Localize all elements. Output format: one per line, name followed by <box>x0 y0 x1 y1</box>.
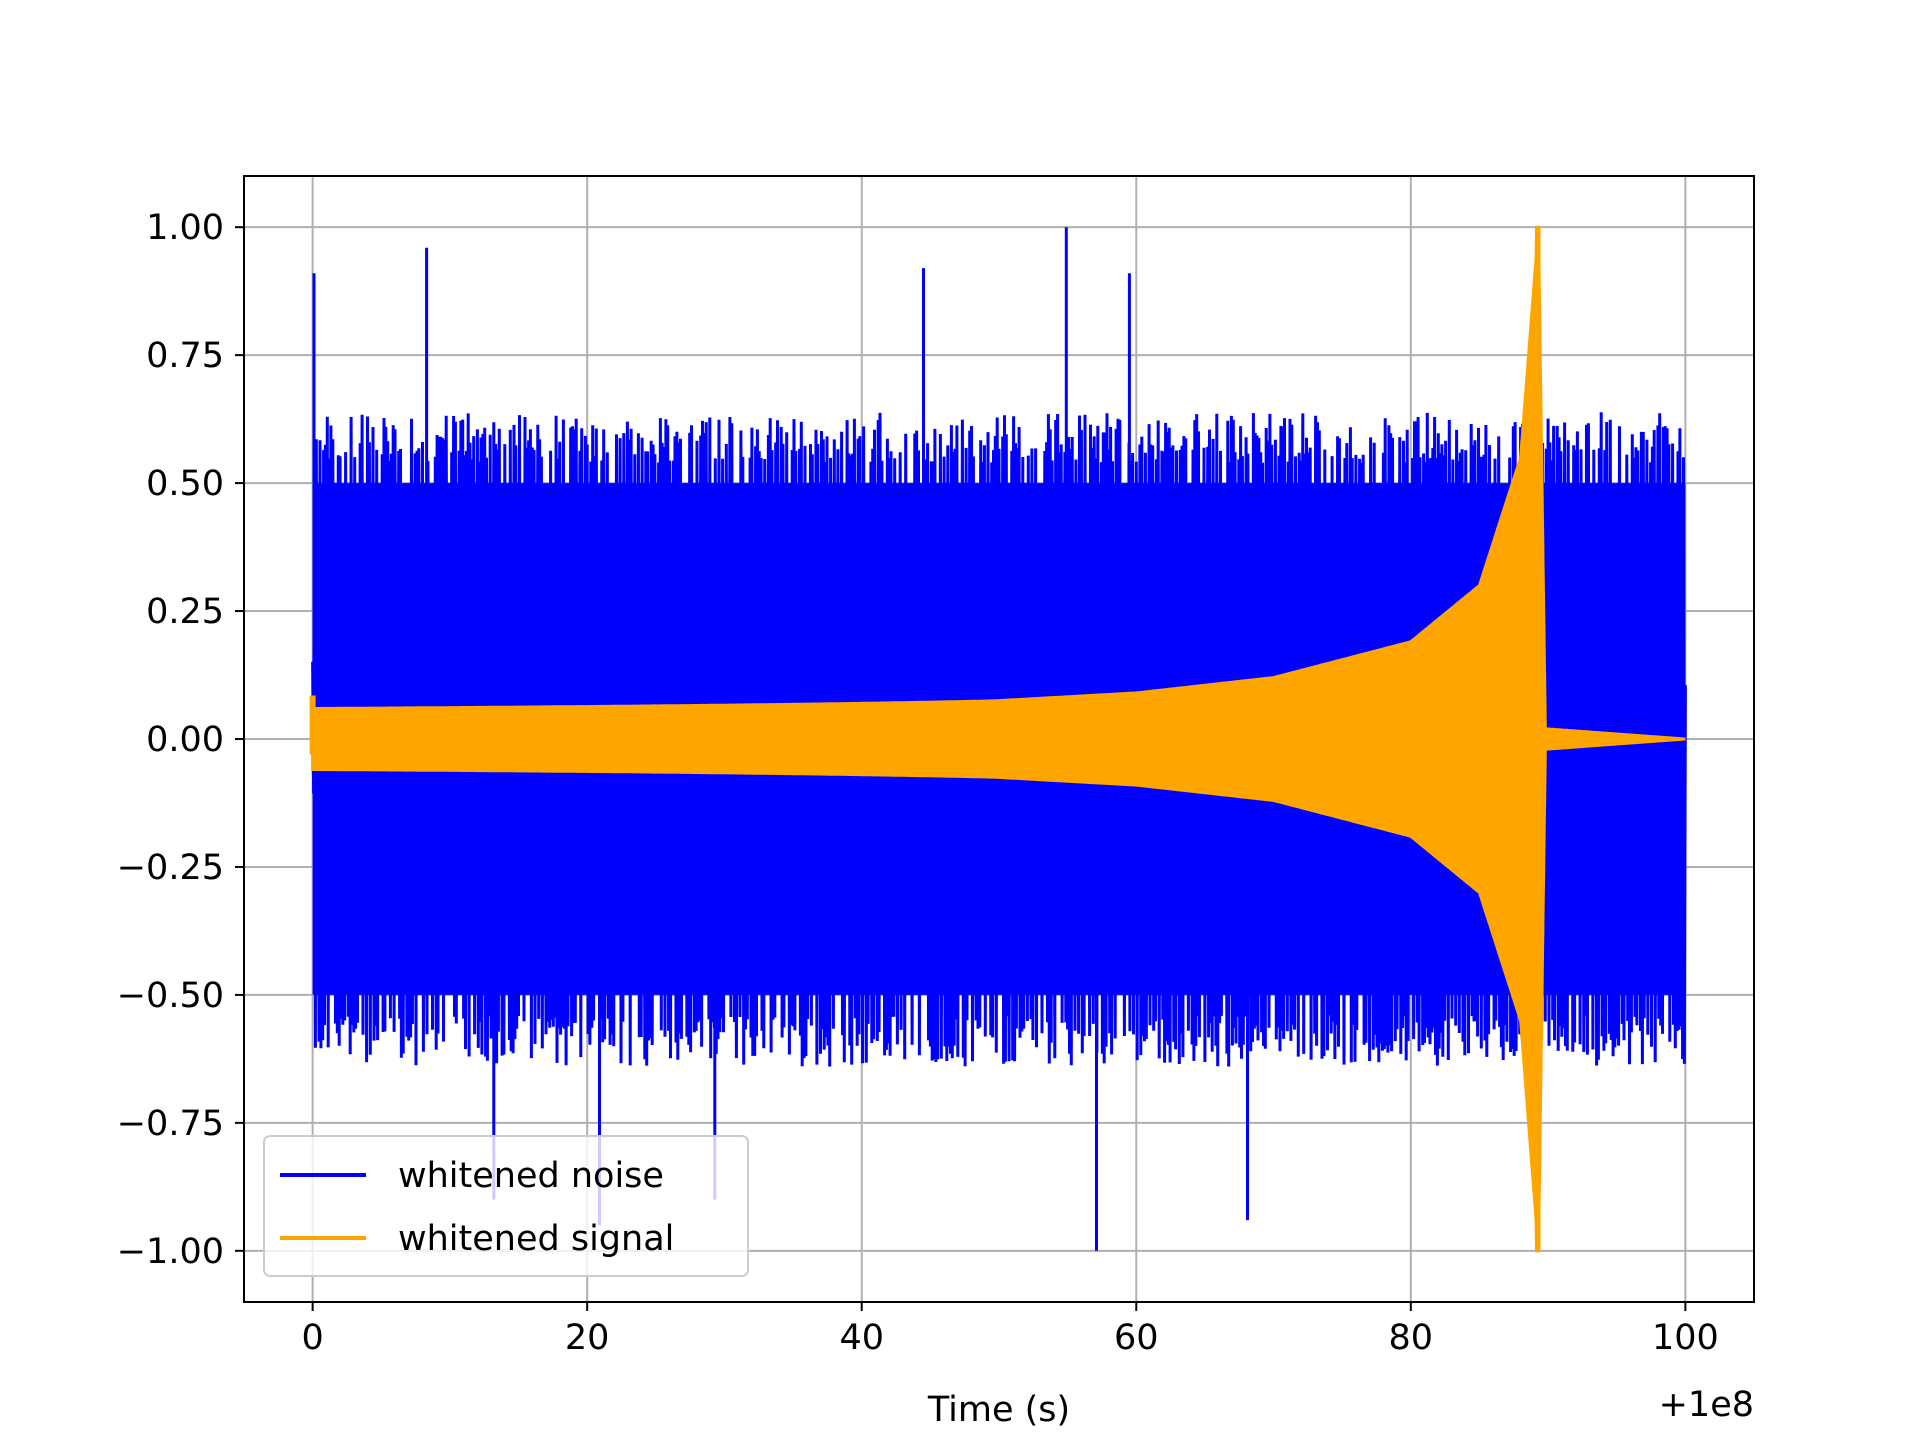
series-line-whitened-noise <box>311 227 1687 1251</box>
y-tick-label: 0.25 <box>146 592 224 632</box>
ticks: 0 20 40 60 80 100 1.00 0.75 0.50 0.25 0.00 −0.25 −0.… <box>117 208 1719 1358</box>
x-tick-label: 0 <box>301 1318 323 1358</box>
x-tick-label: 20 <box>565 1318 610 1358</box>
x-axis-label: Time (s) <box>927 1390 1070 1430</box>
series-layer <box>309 225 1687 1253</box>
y-tick-label: 0.75 <box>146 336 224 376</box>
y-tick-label: −0.25 <box>117 848 224 888</box>
x-tick-label: 100 <box>1652 1318 1719 1358</box>
legend-label: whitened noise <box>398 1156 664 1196</box>
x-axis-offset-label: +1e8 <box>1659 1385 1754 1425</box>
y-tick-label: −0.75 <box>117 1104 224 1144</box>
legend: whitened noise whitened signal <box>263 1135 749 1277</box>
y-tick-label: −1.00 <box>117 1232 224 1272</box>
x-tick-label: 40 <box>839 1318 884 1358</box>
legend-label: whitened signal <box>398 1219 674 1259</box>
y-tick-label: 0.50 <box>146 464 224 504</box>
y-tick-label: 0.00 <box>146 720 224 760</box>
y-tick-label: −0.50 <box>117 976 224 1016</box>
y-tick-label: 1.00 <box>146 208 224 248</box>
x-tick-label: 80 <box>1389 1318 1434 1358</box>
x-tick-label: 60 <box>1114 1318 1159 1358</box>
legend-box <box>263 1135 749 1277</box>
